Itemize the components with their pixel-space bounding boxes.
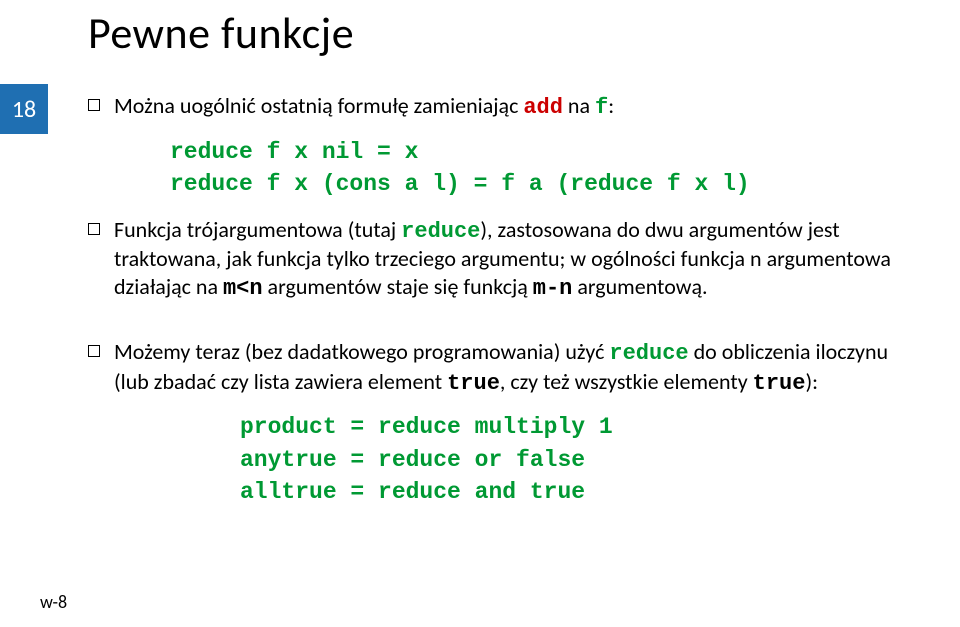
code-line: alltrue = reduce and true: [240, 476, 920, 508]
text-span: argumentów staje się funkcją: [263, 273, 533, 300]
code-line: reduce f x (cons a l) = f a (reduce f x …: [170, 168, 920, 200]
text-span: , czy też wszystkie elementy: [500, 368, 753, 395]
bullet-1-text: Można uogólnić ostatnią formułę zamienia…: [114, 92, 614, 122]
text-span: :: [608, 92, 614, 119]
code-f: f: [595, 95, 608, 120]
code-true: true: [447, 371, 500, 396]
page-number: 18: [12, 95, 36, 124]
bullet-marker-icon: [88, 223, 100, 235]
code-mn: m<n: [223, 276, 263, 301]
slide: Pewne funkcje 18 Można uogólnić ostatnią…: [0, 0, 960, 627]
bullet-2-text: Funkcja trójargumentowa (tutaj reduce), …: [114, 216, 920, 303]
text-span: Funkcja trójargumentowa (tutaj: [114, 216, 401, 243]
code-add: add: [523, 95, 563, 120]
footer-label: w-8: [40, 591, 67, 613]
text-span: Możemy teraz (bez dadatkowego programowa…: [114, 338, 609, 365]
code-line: anytrue = reduce or false: [240, 444, 920, 476]
bullet-3-text: Możemy teraz (bez dadatkowego programowa…: [114, 338, 920, 397]
text-span: na: [563, 92, 595, 119]
slide-title: Pewne funkcje: [88, 6, 354, 60]
code-mn: m-n: [533, 276, 573, 301]
bullet-marker-icon: [88, 345, 100, 357]
code-reduce: reduce: [609, 341, 688, 366]
text-span: Można uogólnić ostatnią formułę zamienia…: [114, 92, 523, 119]
bullet-marker-icon: [88, 99, 100, 111]
bullet-2: Funkcja trójargumentowa (tutaj reduce), …: [88, 216, 920, 303]
code-block-1: reduce f x nil = x reduce f x (cons a l)…: [170, 136, 920, 200]
page-number-badge: 18: [0, 84, 48, 134]
code-line: reduce f x nil = x: [170, 136, 920, 168]
code-true: true: [753, 371, 806, 396]
bullet-1: Można uogólnić ostatnią formułę zamienia…: [88, 92, 920, 122]
text-span: argumentową.: [572, 273, 707, 300]
bullet-3: Możemy teraz (bez dadatkowego programowa…: [88, 338, 920, 397]
code-line: product = reduce multiply 1: [240, 411, 920, 443]
code-block-2: product = reduce multiply 1 anytrue = re…: [240, 411, 920, 508]
text-span: ):: [805, 368, 818, 395]
spacer: [88, 316, 920, 338]
code-reduce: reduce: [401, 219, 480, 244]
content-area: Można uogólnić ostatnią formułę zamienia…: [88, 92, 920, 524]
